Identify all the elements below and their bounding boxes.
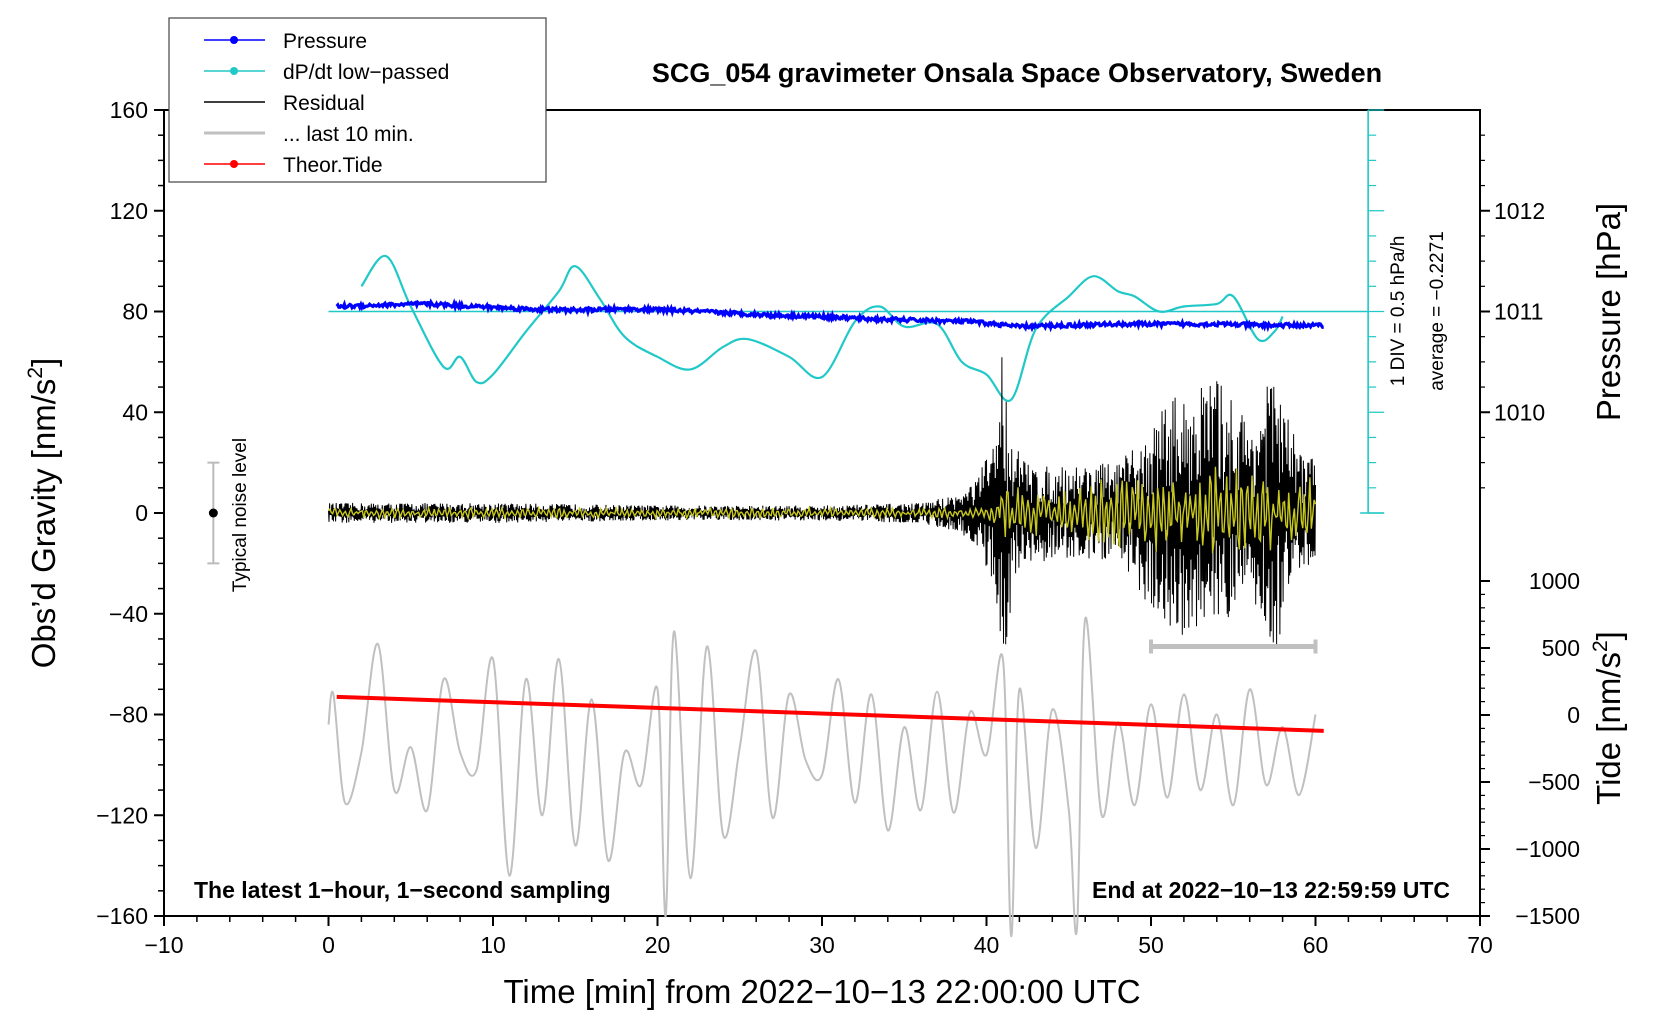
legend-box xyxy=(168,17,547,183)
tide-tick-label: −500 xyxy=(1528,769,1580,795)
bottom-right-note: End at 2022−10−13 22:59:59 UTC xyxy=(1092,877,1450,903)
pressure-tick-label: 1012 xyxy=(1494,198,1545,224)
tide-tick-label: 1000 xyxy=(1529,568,1580,594)
legend-swatch-marker xyxy=(230,160,238,168)
theor-tide-line xyxy=(336,694,1324,733)
y-axis-title-tide-close: ] xyxy=(1590,631,1627,640)
noise-level-label: Typical noise level xyxy=(230,438,251,592)
y-axis-title-left-main: Obs’d Gravity [nm/s xyxy=(25,379,62,669)
x-tick-label: 50 xyxy=(1138,932,1164,958)
y-tick-label: 80 xyxy=(122,299,148,325)
y-tick-label: 160 xyxy=(110,97,148,123)
tide-tick-label: −1000 xyxy=(1515,836,1580,862)
legend-swatch-marker xyxy=(230,67,238,75)
tide-tick-label: −1500 xyxy=(1515,903,1580,929)
y-axis-title-pressure: Pressure [hPa] xyxy=(1590,203,1627,421)
legend-label: Residual xyxy=(283,92,365,115)
chart-title: SCG_054 gravimeter Onsala Space Observat… xyxy=(652,58,1382,88)
x-tick-label: 70 xyxy=(1467,932,1493,958)
tide-tick-label: 0 xyxy=(1567,702,1580,728)
pressure-line xyxy=(335,298,1324,333)
bottom-left-note: The latest 1−hour, 1−second sampling xyxy=(194,877,611,903)
x-tick-label: 40 xyxy=(974,932,1000,958)
x-tick-label: 20 xyxy=(645,932,671,958)
x-tick-label: 0 xyxy=(322,932,335,958)
y-tick-label: 120 xyxy=(110,198,148,224)
legend-label: ... last 10 min. xyxy=(283,123,414,146)
legend: Pressure dP/dt low−passed Residual ... last… xyxy=(168,17,547,183)
y-tick-label: −40 xyxy=(109,601,148,627)
y-axis-title-left: Obs’d Gravity [nm/s2] xyxy=(24,358,62,669)
y-axis-title-tide: Tide [nm/s2] xyxy=(1589,631,1627,805)
tide-tick-label: 500 xyxy=(1542,635,1580,661)
y-axis-title-left-close: ] xyxy=(25,358,62,367)
scale-label: 1 DIV = 0.5 hPa/h xyxy=(1388,236,1409,387)
x-axis-title: Time [min] from 2022−10−13 22:00:00 UTC xyxy=(503,973,1140,1010)
y-tick-label: −80 xyxy=(109,702,148,728)
legend-label: Pressure xyxy=(283,30,367,53)
average-label: average = −0.2271 xyxy=(1427,231,1448,391)
legend-label: dP/dt low−passed xyxy=(283,61,449,84)
y-axis-title-left-sup: 2 xyxy=(24,367,47,379)
x-tick-label: 10 xyxy=(480,932,506,958)
x-tick-label: 60 xyxy=(1303,932,1329,958)
y-tick-label: −120 xyxy=(96,802,148,828)
x-tick-label: 30 xyxy=(809,932,835,958)
dpdt-line xyxy=(360,254,1284,403)
noise-bar-dot xyxy=(208,508,218,518)
residual-lowpass-line xyxy=(327,466,1317,554)
y-tick-label: 40 xyxy=(122,399,148,425)
residual-line xyxy=(328,357,1316,645)
y-axis-title-tide-main: Tide [nm/s xyxy=(1590,652,1627,805)
legend-label: Theor.Tide xyxy=(283,154,383,177)
x-tick-label: −10 xyxy=(144,932,183,958)
y-tick-label: 0 xyxy=(135,500,148,526)
y-tick-label: −160 xyxy=(96,903,148,929)
legend-swatch-marker xyxy=(230,36,238,44)
pressure-tick-label: 1010 xyxy=(1494,399,1545,425)
pressure-tick-label: 1011 xyxy=(1494,299,1543,325)
y-axis-title-tide-sup: 2 xyxy=(1589,640,1612,652)
